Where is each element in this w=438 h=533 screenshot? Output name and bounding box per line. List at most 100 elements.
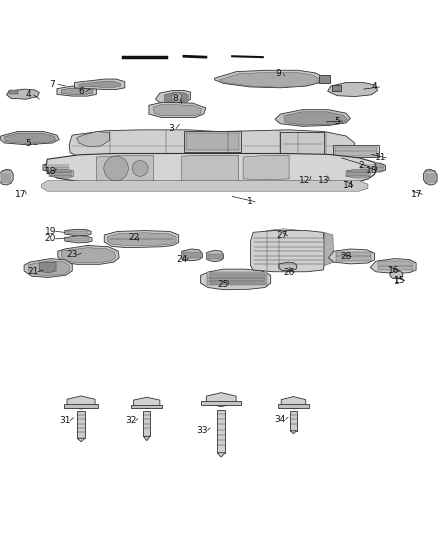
Polygon shape: [42, 181, 368, 191]
Bar: [378, 261, 413, 270]
Bar: [278, 404, 309, 408]
Bar: [335, 147, 377, 156]
Text: 31: 31: [59, 416, 71, 425]
Text: 18: 18: [366, 166, 377, 175]
Polygon shape: [0, 132, 59, 145]
Bar: [184, 131, 241, 152]
Bar: [319, 75, 330, 83]
Bar: [207, 272, 267, 285]
Bar: [143, 411, 150, 437]
Polygon shape: [281, 397, 306, 409]
Text: 33: 33: [197, 426, 208, 435]
Polygon shape: [182, 155, 239, 182]
Polygon shape: [134, 397, 160, 409]
Polygon shape: [4, 133, 56, 143]
Polygon shape: [328, 83, 378, 96]
Text: 27: 27: [277, 231, 288, 240]
Text: 20: 20: [45, 235, 56, 244]
Polygon shape: [206, 393, 236, 407]
Polygon shape: [49, 169, 74, 178]
Polygon shape: [217, 453, 225, 457]
Text: 19: 19: [45, 227, 56, 236]
Text: 34: 34: [275, 415, 286, 424]
Text: 13: 13: [318, 176, 330, 185]
Polygon shape: [370, 259, 416, 273]
Bar: [183, 252, 201, 258]
Bar: [336, 252, 371, 261]
Polygon shape: [164, 93, 188, 103]
Text: 11: 11: [375, 154, 387, 163]
Polygon shape: [77, 438, 85, 442]
Polygon shape: [324, 232, 334, 265]
Polygon shape: [251, 231, 324, 272]
Bar: [67, 231, 88, 233]
Text: 18: 18: [45, 166, 56, 175]
Polygon shape: [39, 262, 56, 273]
Polygon shape: [43, 163, 70, 172]
Polygon shape: [290, 431, 297, 434]
Polygon shape: [219, 72, 320, 87]
Bar: [300, 169, 322, 174]
Polygon shape: [149, 102, 206, 118]
Text: 25: 25: [218, 279, 229, 288]
Text: 17: 17: [15, 190, 27, 199]
Text: 4: 4: [26, 90, 31, 99]
Bar: [333, 145, 379, 157]
Circle shape: [171, 92, 182, 103]
Polygon shape: [107, 233, 176, 246]
Polygon shape: [279, 262, 297, 271]
Text: 21: 21: [27, 267, 39, 276]
Bar: [208, 254, 222, 260]
Polygon shape: [79, 81, 120, 87]
Text: 5: 5: [334, 117, 340, 126]
Polygon shape: [46, 154, 377, 184]
Polygon shape: [243, 155, 289, 180]
Polygon shape: [346, 169, 370, 178]
Text: 28: 28: [340, 252, 352, 261]
Polygon shape: [77, 132, 110, 147]
Polygon shape: [65, 236, 92, 243]
Text: 5: 5: [25, 139, 32, 148]
Text: 14: 14: [343, 181, 354, 190]
Polygon shape: [96, 155, 153, 182]
Bar: [280, 133, 324, 155]
Polygon shape: [57, 86, 96, 96]
Polygon shape: [69, 130, 355, 161]
Bar: [332, 85, 341, 91]
Text: 17: 17: [411, 190, 423, 199]
Polygon shape: [61, 88, 93, 94]
Circle shape: [132, 160, 148, 176]
Polygon shape: [390, 271, 403, 279]
Polygon shape: [359, 163, 385, 172]
Polygon shape: [65, 229, 91, 236]
Polygon shape: [275, 110, 350, 126]
Text: 26: 26: [283, 268, 295, 277]
Bar: [64, 404, 98, 408]
Polygon shape: [74, 79, 125, 90]
Polygon shape: [284, 112, 347, 125]
Bar: [290, 411, 297, 431]
Text: 16: 16: [389, 266, 400, 276]
Polygon shape: [424, 169, 437, 185]
Polygon shape: [182, 249, 202, 261]
Polygon shape: [207, 251, 223, 262]
Bar: [67, 238, 89, 241]
Polygon shape: [346, 174, 361, 180]
Polygon shape: [328, 249, 374, 264]
Text: 24: 24: [176, 255, 187, 264]
Polygon shape: [7, 89, 39, 99]
Text: 3: 3: [168, 124, 174, 133]
Text: 32: 32: [125, 416, 136, 425]
Bar: [9, 90, 18, 94]
Bar: [186, 133, 239, 150]
Polygon shape: [104, 231, 179, 248]
Polygon shape: [155, 91, 191, 104]
Text: 1: 1: [247, 197, 253, 206]
Circle shape: [104, 156, 128, 181]
Bar: [210, 274, 265, 284]
Polygon shape: [215, 70, 324, 88]
Text: 22: 22: [128, 232, 139, 241]
Polygon shape: [24, 259, 72, 278]
Polygon shape: [0, 169, 13, 185]
Text: 15: 15: [394, 276, 405, 285]
